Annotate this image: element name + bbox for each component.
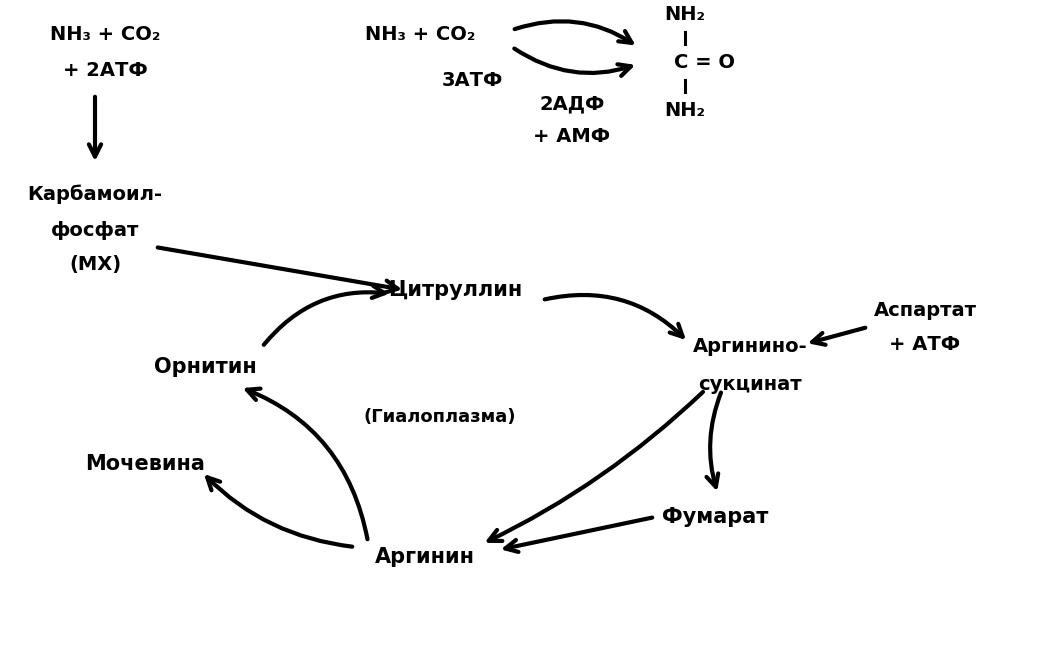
- Text: + АМФ: + АМФ: [533, 128, 610, 147]
- Text: NH₃ + CO₂: NH₃ + CO₂: [50, 25, 161, 44]
- Text: Мочевина: Мочевина: [86, 454, 205, 474]
- Text: NH₂: NH₂: [664, 100, 705, 119]
- Text: (МХ): (МХ): [69, 254, 121, 273]
- Text: Орнитин: Орнитин: [153, 357, 257, 377]
- Text: Карбамоил-: Карбамоил-: [27, 185, 163, 204]
- Text: Аргинино-: Аргинино-: [693, 338, 808, 357]
- Text: 3АТФ: 3АТФ: [441, 70, 503, 89]
- Text: + АТФ: + АТФ: [889, 334, 961, 353]
- Text: Аргинин: Аргинин: [375, 547, 475, 567]
- Text: C = O: C = O: [675, 53, 735, 72]
- Text: NH₃ + CO₂: NH₃ + CO₂: [364, 25, 475, 44]
- Text: Цитруллин: Цитруллин: [388, 280, 522, 300]
- Text: 2АДФ: 2АДФ: [540, 95, 605, 113]
- Text: Аспартат: Аспартат: [873, 301, 977, 319]
- Text: фосфат: фосфат: [51, 220, 139, 239]
- Text: сукцинат: сукцинат: [698, 376, 802, 394]
- Text: NH₂: NH₂: [664, 5, 705, 23]
- Text: + 2АТФ: + 2АТФ: [62, 61, 148, 80]
- Text: Фумарат: Фумарат: [662, 507, 768, 527]
- Text: (Гиалоплазма): (Гиалоплазма): [363, 408, 516, 426]
